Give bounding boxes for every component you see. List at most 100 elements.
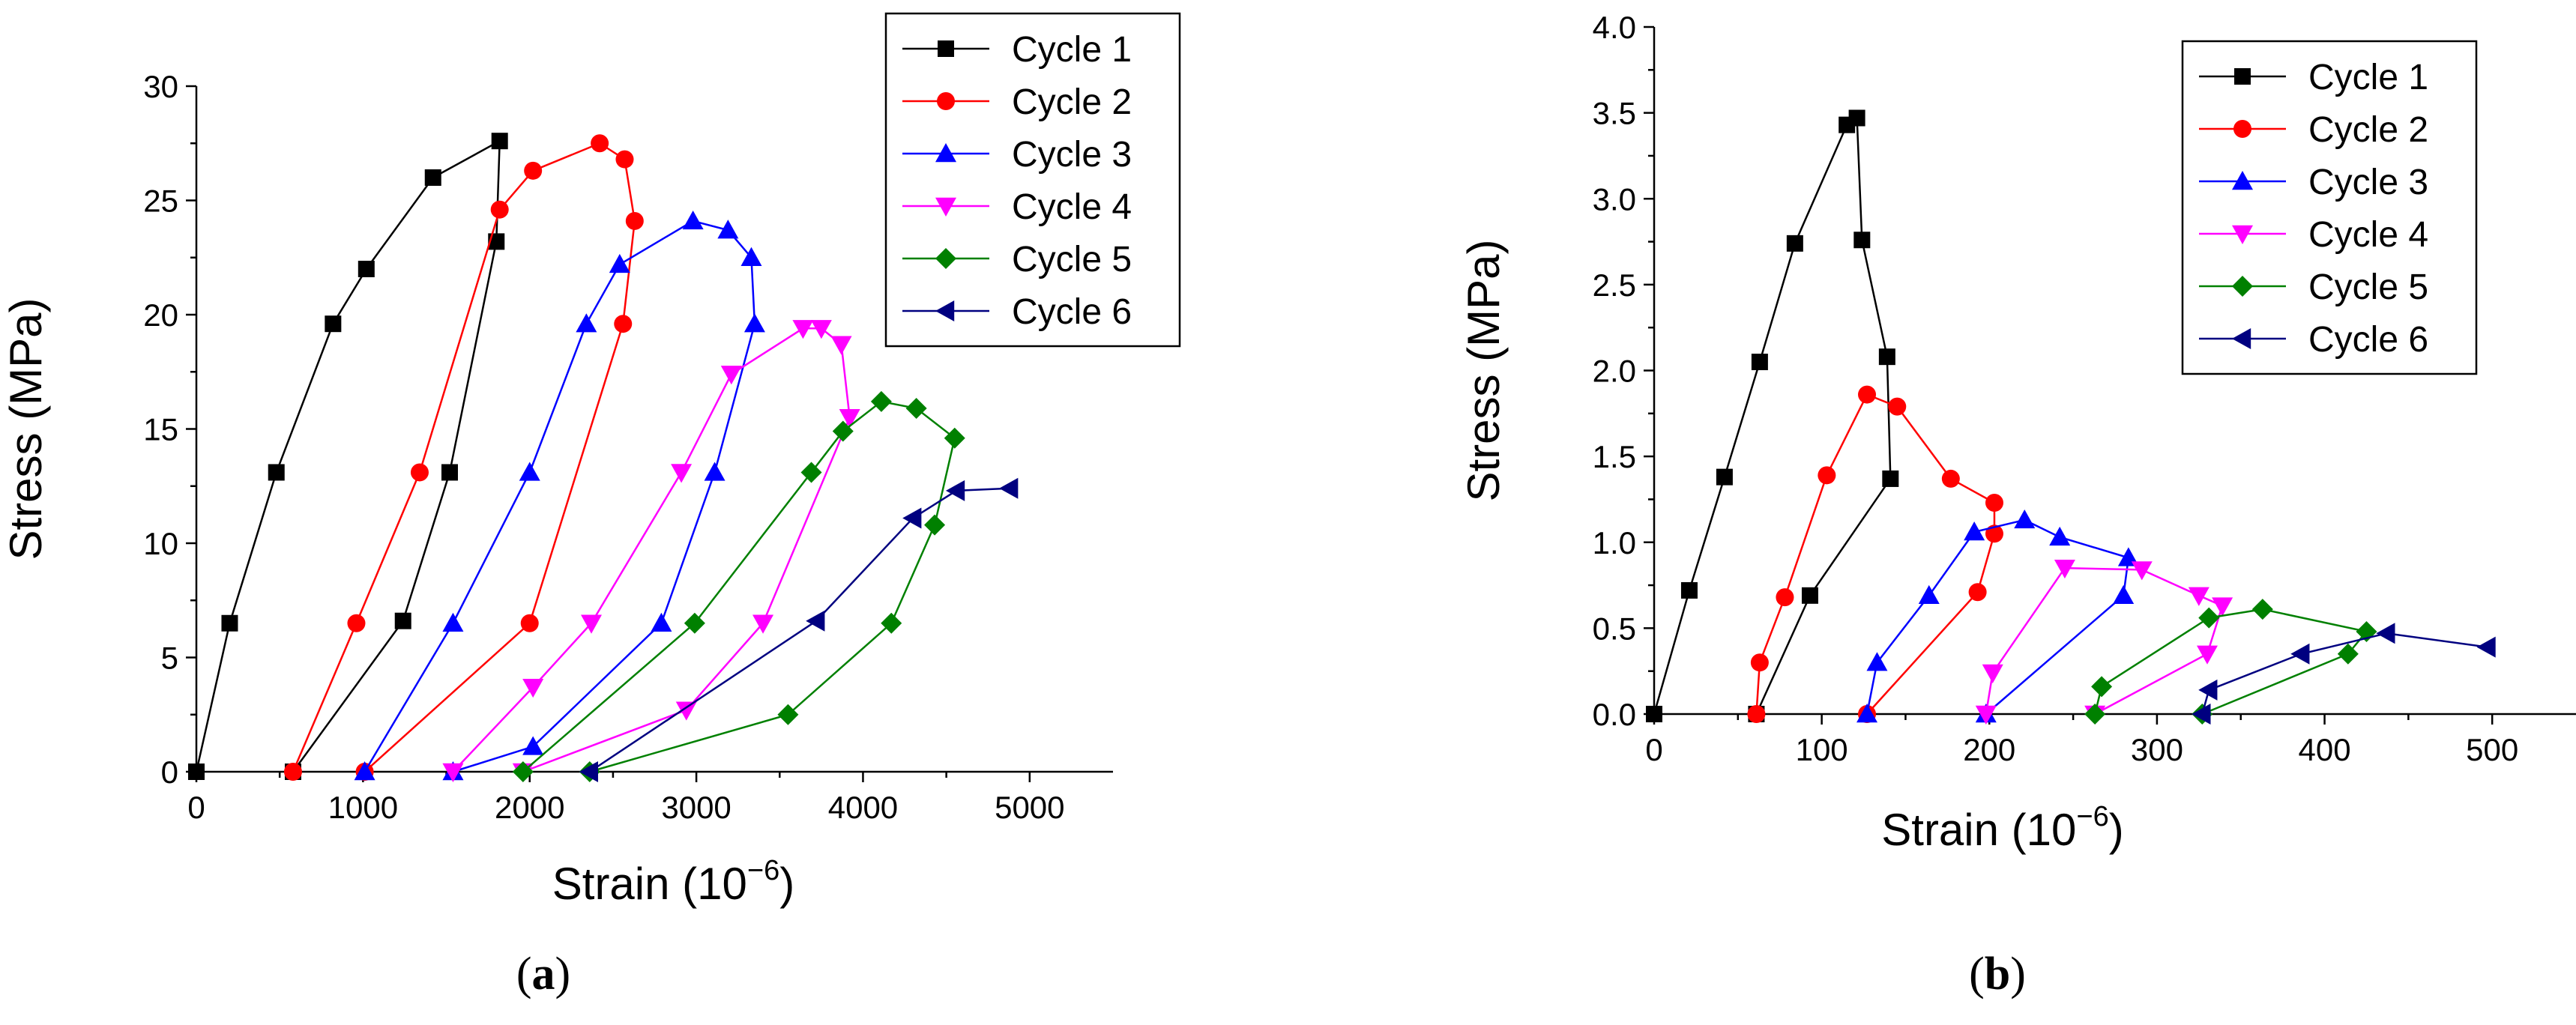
y-tick-label: 0.5 <box>1593 611 1636 646</box>
data-point-cycle-1 <box>394 612 411 629</box>
legend-label: Cycle 6 <box>1012 292 1132 332</box>
data-point-cycle-2 <box>1941 469 1960 488</box>
data-point-cycle-2 <box>1888 397 1907 416</box>
y-tick-label: 3.0 <box>1593 181 1636 217</box>
data-point-cycle-3 <box>743 313 765 333</box>
data-point-cycle-4 <box>839 409 860 429</box>
data-point-cycle-5 <box>2251 599 2273 620</box>
data-point-cycle-3 <box>682 210 704 230</box>
series-line-6 <box>2201 632 2488 715</box>
data-point-cycle-3 <box>609 253 630 273</box>
legend-label: Cycle 1 <box>2308 58 2428 97</box>
y-tick-label: 3.5 <box>1593 96 1636 131</box>
legend-box <box>884 12 1181 348</box>
series-line-3 <box>364 220 756 773</box>
data-point-cycle-1 <box>1848 109 1865 127</box>
data-point-cycle-4 <box>752 614 774 634</box>
data-point-cycle-1 <box>1853 232 1871 249</box>
data-point-cycle-2 <box>625 211 644 230</box>
series-line-5 <box>522 400 956 773</box>
y-tick-label: 0 <box>161 755 178 790</box>
x-tick-label: 0 <box>187 790 205 825</box>
data-point-cycle-6 <box>579 761 598 782</box>
data-point-cycle-5 <box>905 398 927 420</box>
data-point-cycle-1 <box>1786 235 1803 252</box>
data-point-cycle-6 <box>2192 704 2211 725</box>
x-axis-title-close: ) <box>2109 805 2124 855</box>
data-point-cycle-3 <box>576 313 597 333</box>
data-point-cycle-3 <box>1918 584 1940 605</box>
x-axis-title-close: ) <box>779 859 794 909</box>
series-line-1 <box>1653 116 1892 715</box>
chart-panel-b: 0 100 200 300 400 500 0.0 0.5 1.0 1.5 2.0 2.5 3.0 3.5… <box>1459 10 2576 1000</box>
data-point-cycle-5 <box>684 612 705 634</box>
y-tick-label: 4.0 <box>1593 10 1636 45</box>
y-tick-label: 20 <box>143 297 178 333</box>
data-point-cycle-1 <box>424 169 441 186</box>
data-point-cycle-2 <box>524 161 543 180</box>
data-point-cycle-1 <box>188 764 205 780</box>
legend-label: Cycle 6 <box>2308 320 2428 360</box>
x-tick-label: 400 <box>2299 732 2351 767</box>
data-point-cycle-1 <box>1801 587 1818 604</box>
legend-label: Cycle 2 <box>2308 110 2428 150</box>
data-point-cycle-5 <box>2198 607 2220 629</box>
y-tick-label: 1.5 <box>1593 439 1636 474</box>
y-axis-title: Stress (MPa) <box>1 297 51 560</box>
data-point-cycle-2 <box>591 134 609 153</box>
y-tick-label: 30 <box>143 69 178 104</box>
data-point-cycle-4 <box>720 366 742 385</box>
data-point-cycle-5 <box>881 612 902 634</box>
data-point-cycle-3 <box>522 736 544 755</box>
legend-marker <box>2232 276 2253 297</box>
legend-marker <box>935 300 955 321</box>
x-tick-label: 0 <box>1645 732 1662 767</box>
data-point-cycle-3 <box>740 247 762 266</box>
x-tick-label: 300 <box>2131 732 2183 767</box>
x-axis-title-text: Strain (10 <box>552 859 747 909</box>
data-point-cycle-1 <box>488 233 505 250</box>
legend-box <box>2181 40 2478 375</box>
data-point-cycle-2 <box>1968 583 1987 602</box>
series-line-1 <box>195 139 501 772</box>
data-point-cycle-1 <box>325 315 342 333</box>
data-point-cycle-4 <box>810 320 832 339</box>
data-point-cycle-5 <box>944 427 965 449</box>
data-point-cycle-3 <box>2113 584 2135 605</box>
data-point-cycle-6 <box>2476 636 2496 658</box>
x-tick-label: 500 <box>2466 732 2518 767</box>
series-line-2 <box>292 142 636 772</box>
data-point-cycle-4 <box>830 336 852 355</box>
legend-label: Cycle 3 <box>1012 135 1132 175</box>
legend-label: Cycle 5 <box>2308 267 2428 307</box>
legend-marker <box>935 143 956 163</box>
data-point-cycle-2 <box>490 200 509 219</box>
data-point-cycle-4 <box>675 701 697 721</box>
y-tick-label: 2.5 <box>1593 267 1636 303</box>
legend-marker <box>937 92 955 110</box>
legend-marker <box>2232 171 2253 190</box>
data-point-cycle-1 <box>1680 581 1698 599</box>
data-point-cycle-4 <box>1982 664 2003 683</box>
data-point-cycle-5 <box>832 420 854 442</box>
data-point-cycle-1 <box>1716 468 1733 486</box>
data-point-cycle-5 <box>777 704 799 725</box>
data-point-cycle-3 <box>519 462 540 481</box>
data-point-cycle-2 <box>1818 466 1836 485</box>
data-point-cycle-4 <box>581 614 603 634</box>
plot-area <box>188 133 1019 782</box>
data-point-cycle-4 <box>522 678 544 698</box>
data-point-cycle-1 <box>221 614 238 632</box>
data-point-cycle-1 <box>358 261 375 277</box>
data-point-cycle-4 <box>792 320 814 339</box>
legend-label: Cycle 4 <box>2308 215 2428 255</box>
data-point-cycle-3 <box>1866 652 1888 671</box>
legend-marker <box>938 40 954 57</box>
data-point-cycle-6 <box>945 480 965 501</box>
data-point-cycle-2 <box>410 463 429 482</box>
legend-marker <box>2233 120 2251 138</box>
data-point-cycle-3 <box>2049 526 2071 546</box>
data-point-cycle-3 <box>717 220 739 239</box>
legend-label: Cycle 1 <box>1012 30 1132 70</box>
legend-label: Cycle 3 <box>2308 163 2428 202</box>
